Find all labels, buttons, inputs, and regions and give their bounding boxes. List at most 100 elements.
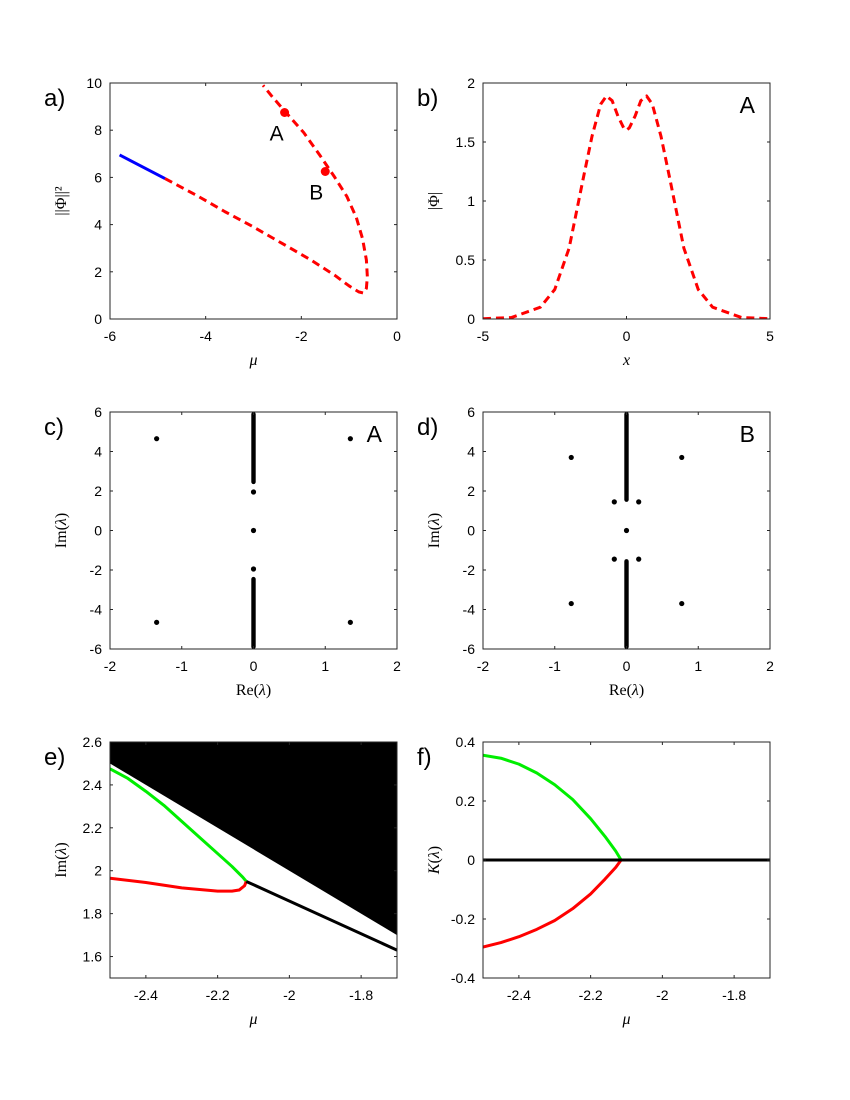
x-axis-label: μ — [248, 352, 257, 369]
series-line-0 — [110, 767, 248, 883]
series-line-0 — [483, 94, 770, 319]
plot-area-e — [110, 742, 397, 952]
eigenvalue-point-5 — [250, 527, 257, 534]
spectrum-band-0 — [624, 412, 629, 502]
plot-area-b — [483, 94, 770, 319]
marker-label-A: A — [270, 123, 284, 146]
panel-label-e: e) — [44, 744, 65, 771]
x-tick-label: -2 — [477, 658, 490, 674]
axes-box — [482, 82, 771, 320]
x-tick-label: -5 — [477, 328, 490, 344]
marker-point-A — [280, 108, 290, 117]
y-tick-label: 0.2 — [456, 793, 476, 809]
x-tick-label: 0 — [623, 658, 631, 674]
x-tick-label: -2 — [104, 658, 117, 674]
y-axis-label: ||Φ||² — [53, 186, 70, 216]
series-line-1 — [164, 84, 369, 295]
x-axis-label: μ — [248, 1011, 257, 1028]
y-tick-label: 6 — [94, 169, 102, 185]
y-tick-label: -0.4 — [451, 970, 475, 986]
eigenvalue-point-8 — [623, 527, 630, 534]
y-tick-label: 10 — [86, 75, 102, 91]
y-tick-label: 1.6 — [83, 949, 103, 965]
plot-area-f — [483, 753, 770, 949]
y-tick-label: 2 — [94, 264, 102, 280]
panel-label-a: a) — [44, 85, 65, 112]
y-axis-label: Im(λ) — [53, 842, 70, 877]
x-axis-label: Re(λ) — [609, 682, 644, 699]
x-tick-label: 1 — [321, 658, 329, 674]
corner-label: A — [367, 421, 383, 447]
y-tick-label: 2 — [94, 483, 102, 499]
spectrum-band-1 — [251, 576, 256, 649]
y-tick-label: 1.5 — [456, 134, 476, 150]
x-tick-label: -1 — [176, 658, 189, 674]
x-tick-label: -1.8 — [722, 987, 746, 1003]
eigenvalue-point-2 — [568, 600, 574, 607]
x-tick-label: 5 — [766, 328, 774, 344]
x-axis-label: x — [622, 352, 630, 369]
eigenvalue-point-0 — [568, 454, 574, 461]
y-tick-label: 0 — [94, 523, 102, 539]
y-axis-label: Im(λ) — [426, 513, 443, 548]
corner-label: B — [740, 421, 755, 447]
x-tick-label: -2 — [656, 987, 669, 1003]
x-tick-label: -2.2 — [206, 987, 230, 1003]
y-tick-label: 4 — [467, 444, 475, 460]
y-tick-label: -6 — [90, 641, 103, 657]
y-tick-label: 4 — [94, 217, 102, 233]
x-tick-label: 1 — [694, 658, 702, 674]
y-tick-label: 0.5 — [456, 252, 476, 268]
eigenvalue-point-1 — [347, 436, 353, 442]
panel-d: -2 -1 0 1 2 -6 -4 -2 0 2 4 6 Re(λ) Im(λ) d) B — [417, 404, 774, 699]
eigenvalue-point-4 — [611, 499, 617, 505]
x-tick-label: -1.8 — [349, 987, 373, 1003]
plot-area-c — [154, 412, 353, 649]
eigenvalue-point-5 — [636, 499, 642, 505]
panel-label-d: d) — [417, 414, 438, 441]
y-tick-label: 2.4 — [83, 777, 103, 793]
x-tick-label: 0 — [393, 328, 401, 344]
y-tick-label: -2 — [463, 562, 476, 578]
series-line-0 — [483, 753, 623, 861]
panel-f: -2.4 -2.2 -2 -1.8 -0.4 -0.2 0 0.2 0.4 μ K(λ) f) — [417, 734, 771, 1028]
spectrum-band-1 — [624, 559, 629, 649]
x-tick-label: -2 — [295, 328, 308, 344]
y-axis-label: |Φ| — [426, 192, 443, 210]
x-tick-label: -4 — [199, 328, 212, 344]
x-tick-label: 2 — [766, 658, 774, 674]
panel-label-c: c) — [44, 414, 64, 441]
y-tick-label: 1.8 — [83, 906, 103, 922]
eigenvalue-point-7 — [636, 556, 642, 562]
corner-label: A — [740, 92, 756, 118]
plot-area-a — [118, 84, 369, 295]
y-axis-label: Im(λ) — [53, 513, 70, 548]
y-tick-label: 1 — [467, 193, 475, 209]
y-tick-label: 0 — [467, 311, 475, 327]
panel-label-b: b) — [417, 85, 438, 112]
y-tick-label: -0.2 — [451, 911, 475, 927]
x-tick-label: 0 — [623, 328, 631, 344]
series-line-2 — [245, 880, 397, 952]
y-tick-label: 2.2 — [83, 820, 103, 836]
panel-c: -2 -1 0 1 2 -6 -4 -2 0 2 4 6 Re(λ) Im(λ) c) A — [44, 404, 401, 699]
spectrum-band-0 — [251, 412, 256, 485]
x-tick-label: -1 — [549, 658, 562, 674]
x-axis-label: μ — [621, 1011, 630, 1028]
panel-e: -2.4 -2.2 -2 -1.8 1.6 1.8 2 2.2 2.4 2.6 μ Im(λ) e) — [44, 734, 398, 1028]
y-tick-label: 8 — [94, 122, 102, 138]
y-tick-label: 0 — [467, 523, 475, 539]
y-tick-label: -2 — [90, 562, 103, 578]
y-tick-label: 0.4 — [456, 734, 476, 750]
y-tick-label: 6 — [467, 404, 475, 420]
x-axis-label: Re(λ) — [236, 682, 271, 699]
x-tick-label: 2 — [393, 658, 401, 674]
y-tick-label: -4 — [90, 602, 103, 618]
eigenvalue-point-2 — [154, 619, 160, 625]
y-tick-label: 0 — [94, 311, 102, 327]
eigenvalue-point-4 — [250, 489, 257, 495]
eigenvalue-point-3 — [679, 600, 685, 607]
series-line-1 — [110, 876, 248, 893]
axes-box — [109, 741, 398, 979]
